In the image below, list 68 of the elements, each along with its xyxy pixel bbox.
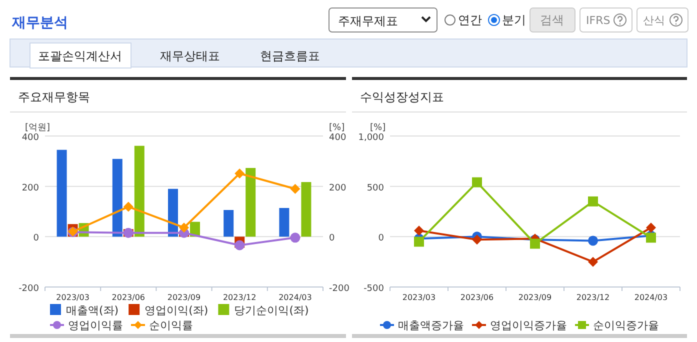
legend-label: 영업이익증가율 (490, 319, 567, 332)
chart-title: 주요재무항목 (18, 90, 90, 104)
point (290, 232, 300, 243)
point (472, 177, 482, 188)
x-tick-label: 2023/12 (222, 293, 256, 302)
legend-label: 매출액증가율 (398, 319, 464, 332)
point (234, 168, 245, 178)
legend-label: 영업이익률 (68, 319, 123, 332)
y2-tick-label: 0 (329, 234, 335, 244)
text: 재무분석 (11, 15, 68, 31)
y2-tick-label: 400 (329, 133, 346, 143)
y-tick-label: 1,000 (358, 133, 384, 143)
bar (224, 210, 234, 237)
point (646, 222, 656, 233)
text: 현금흐름표 (260, 49, 320, 63)
bar (246, 168, 256, 237)
y-tick-label: 400 (22, 133, 40, 143)
point (414, 226, 424, 236)
bar (56, 150, 67, 237)
y-axis-title: [%] (370, 123, 386, 133)
text: IFRS (586, 14, 610, 27)
point (234, 240, 245, 250)
legend-label: 순이익률 (149, 319, 193, 332)
point (179, 222, 189, 233)
text: 산식 (643, 14, 665, 27)
bar (134, 146, 144, 237)
y-tick-label: 500 (366, 183, 384, 194)
point (123, 202, 134, 212)
y-tick-label: 0 (378, 234, 384, 244)
y2-tick-label: -200 (329, 284, 350, 294)
legend-label: 당기순이익(좌) (234, 304, 309, 317)
point (414, 236, 424, 247)
y-axis-title: [억원] (25, 123, 50, 133)
bar (301, 182, 312, 237)
x-tick-label: 2024/03 (278, 293, 312, 302)
x-tick-label: 2023/03 (402, 293, 436, 302)
x-tick-label: 2023/06 (460, 293, 494, 302)
text: 분기 (502, 13, 526, 27)
legend-label: 순이익증가율 (593, 319, 659, 332)
x-tick-label: 2023/06 (112, 293, 146, 302)
x-tick-label: 2023/12 (576, 293, 610, 302)
y-tick-label: 200 (22, 183, 40, 194)
y2-axis-title: [%] (329, 123, 345, 133)
x-tick-label: 2024/03 (634, 293, 668, 302)
text: 검색 (540, 13, 564, 27)
bar (168, 188, 178, 237)
bar (112, 158, 122, 237)
x-tick-label: 2023/09 (518, 293, 552, 302)
y-tick-label: 0 (33, 234, 40, 244)
bar (279, 208, 290, 237)
chart-title: 수익성장성지표 (360, 90, 444, 104)
point (588, 196, 598, 206)
y2-tick-label: 200 (329, 183, 346, 194)
y-tick-label: -500 (364, 284, 384, 294)
x-tick-label: 2023/09 (167, 293, 201, 302)
text: 재무상태표 (160, 49, 220, 63)
point (290, 184, 300, 194)
x-tick-label: 2023/03 (56, 293, 90, 302)
legend-label: 영업이익(좌) (144, 304, 208, 317)
legend-label: 매출액(좌) (66, 304, 119, 317)
text: 주재무제표 (338, 14, 398, 28)
text: 연간 (458, 13, 482, 27)
point (588, 236, 598, 246)
text: 포괄손익계산서 (38, 49, 122, 63)
y-tick-label: -200 (18, 284, 40, 294)
point (472, 234, 482, 245)
point (530, 238, 540, 249)
point (588, 256, 598, 267)
